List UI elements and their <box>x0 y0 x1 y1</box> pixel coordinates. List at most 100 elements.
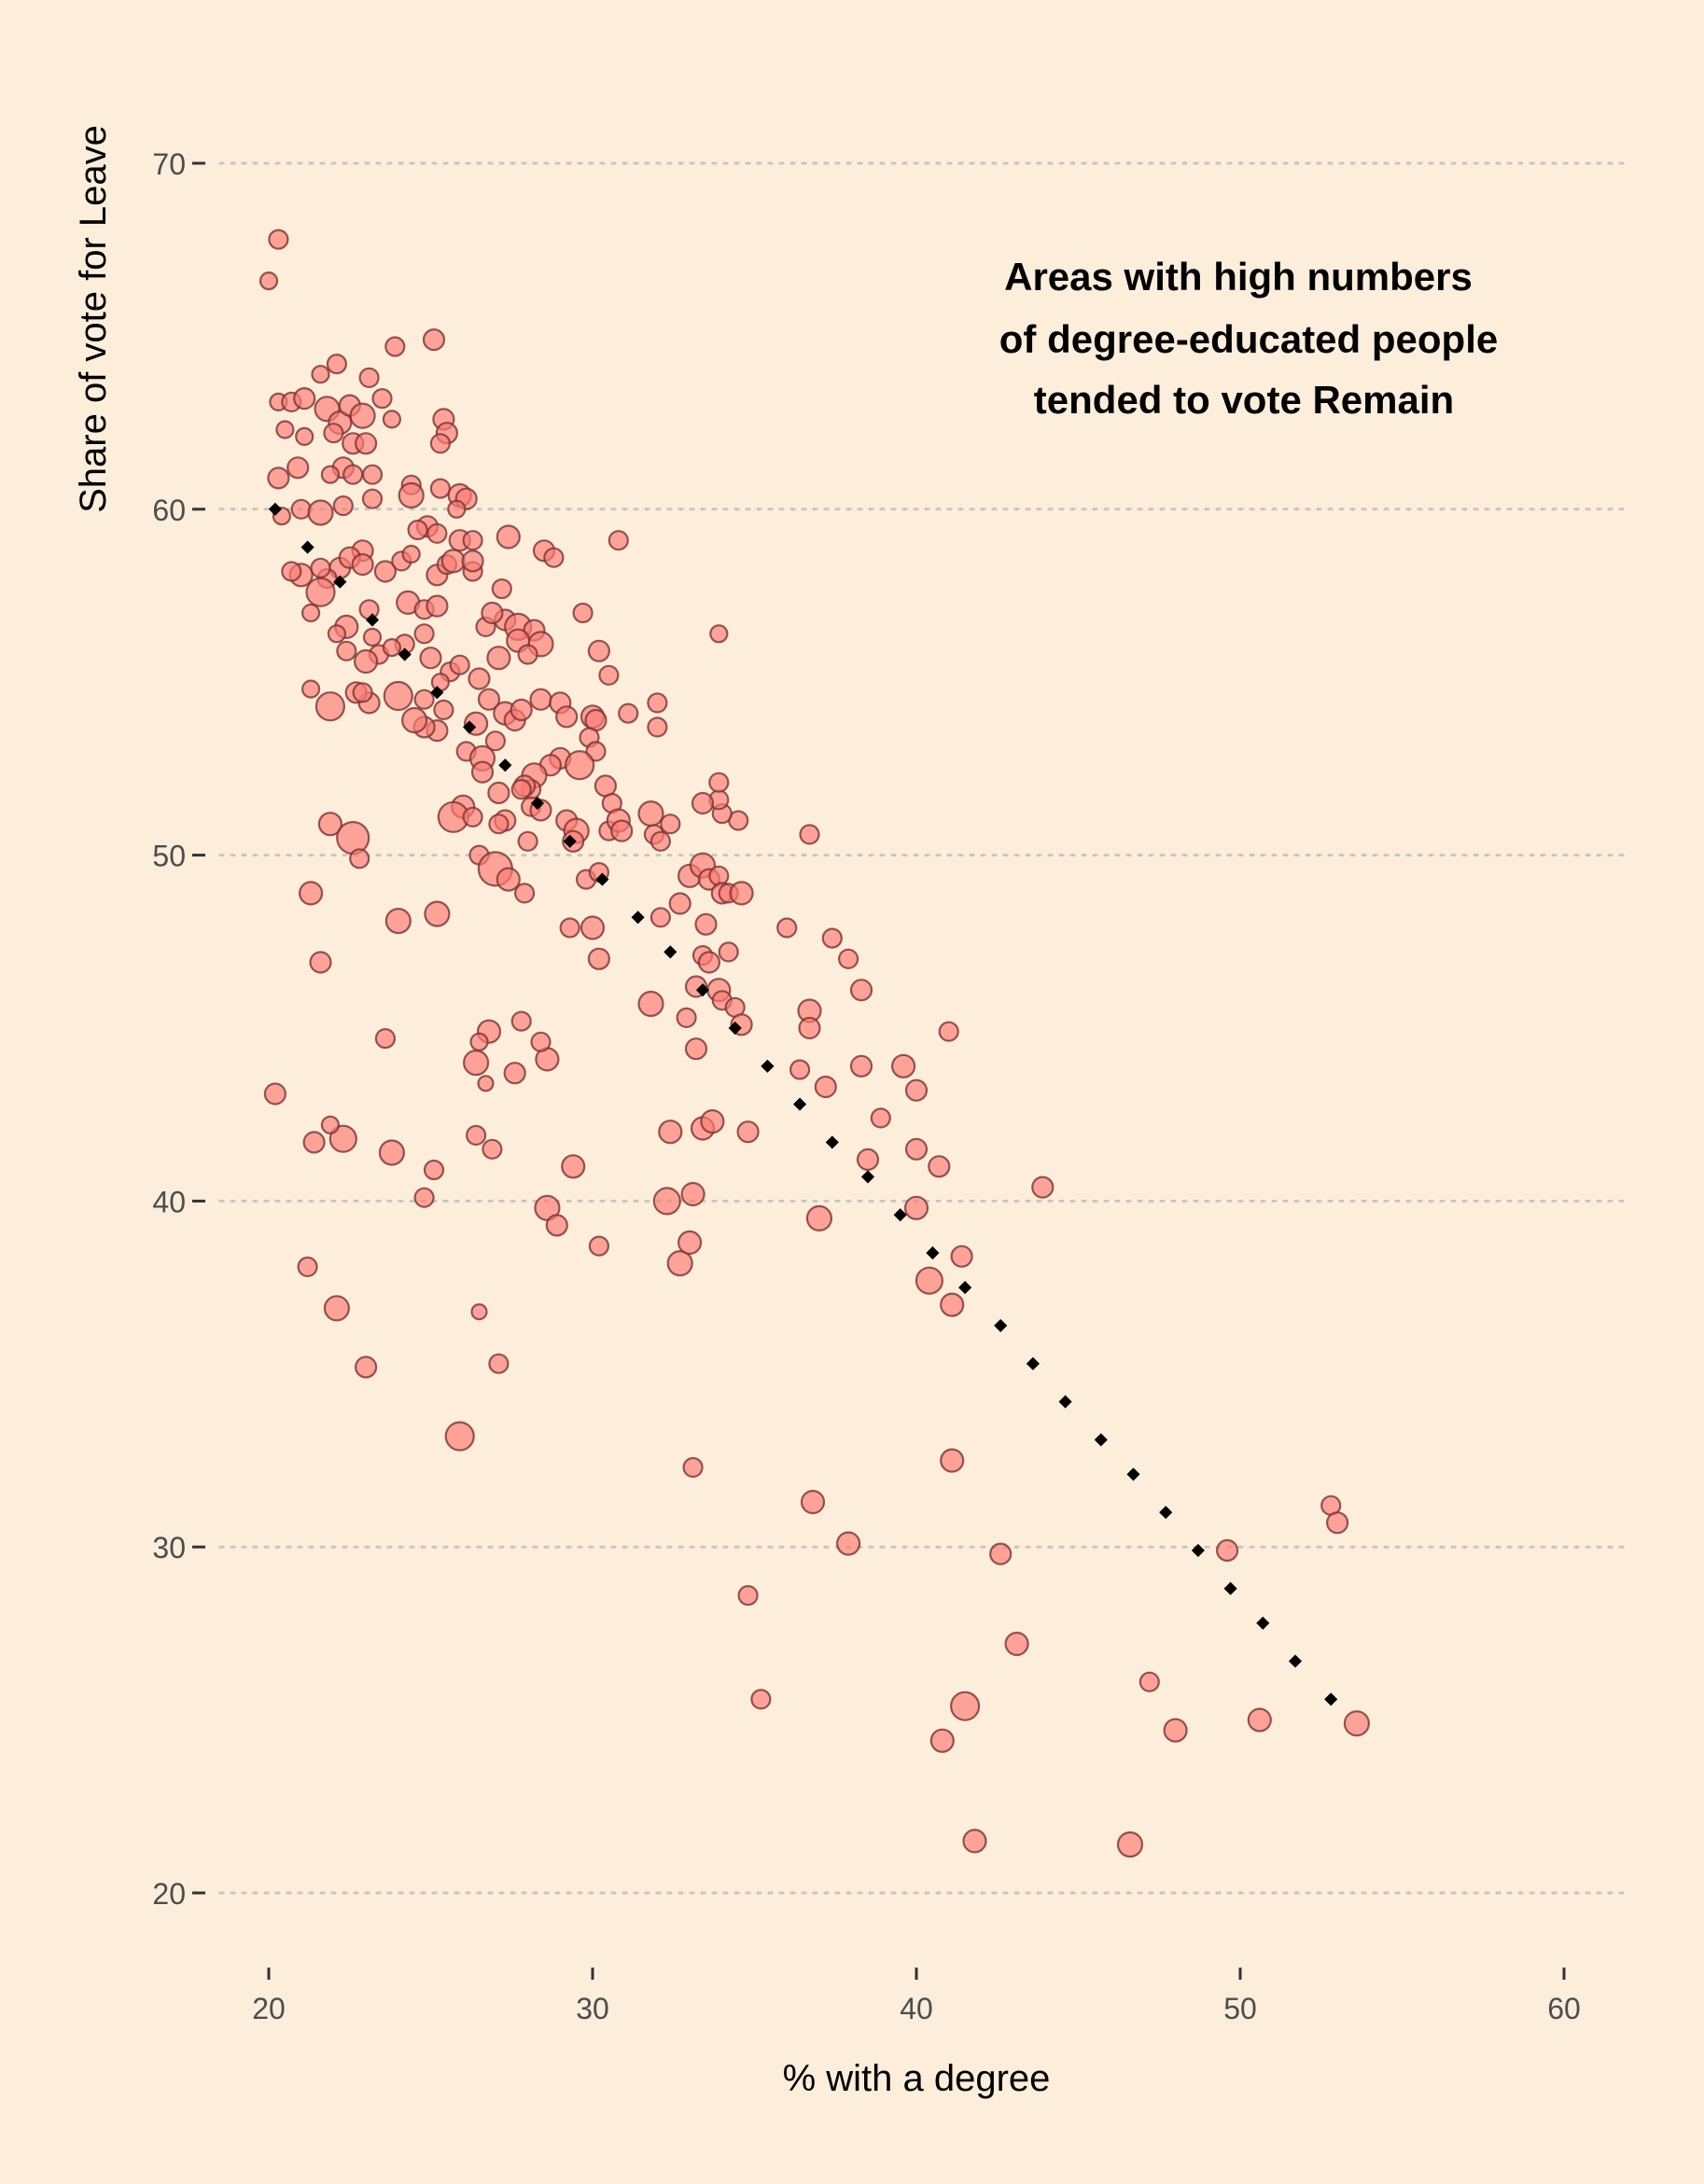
data-point <box>647 692 668 714</box>
trend-marker <box>430 686 444 700</box>
x-tick-label-60: 60 <box>1547 1992 1581 2025</box>
data-point <box>510 1010 532 1032</box>
data-point <box>949 1690 981 1721</box>
data-point <box>302 1131 326 1154</box>
data-point <box>496 867 521 892</box>
data-point <box>373 560 397 583</box>
data-point <box>354 648 379 675</box>
data-point <box>426 594 449 618</box>
data-point <box>382 637 401 658</box>
trend-marker <box>1288 1654 1303 1668</box>
data-point <box>708 865 730 886</box>
data-point <box>444 1421 475 1452</box>
trend-marker <box>728 1021 742 1036</box>
trend-marker <box>498 758 512 772</box>
data-point <box>413 1187 435 1208</box>
data-point <box>1116 1830 1144 1858</box>
data-point <box>484 730 507 752</box>
trend-marker <box>333 575 347 589</box>
data-point <box>559 917 580 939</box>
data-point <box>355 432 378 455</box>
data-point <box>529 688 552 711</box>
trend-marker <box>860 1170 875 1184</box>
data-point <box>821 927 843 949</box>
data-point <box>708 772 730 793</box>
data-point <box>317 812 342 837</box>
data-point <box>299 881 324 906</box>
data-point <box>462 806 483 828</box>
trend-marker <box>825 1135 839 1149</box>
data-point <box>301 603 321 623</box>
x-tick-label-20: 20 <box>252 1992 286 2025</box>
trend-line <box>268 502 1338 1706</box>
annotation-line-2: of degree-educated people <box>999 317 1498 361</box>
data-point <box>336 820 370 856</box>
data-point <box>700 1108 725 1134</box>
data-point <box>572 602 594 624</box>
data-point <box>938 1021 959 1042</box>
data-point <box>328 1124 357 1153</box>
data-point <box>697 951 721 974</box>
data-point <box>652 1187 681 1216</box>
data-point <box>351 552 374 577</box>
data-point <box>503 1062 526 1085</box>
data-point <box>610 819 634 842</box>
data-point <box>618 702 639 724</box>
data-point <box>805 1204 833 1232</box>
data-point <box>342 464 364 485</box>
data-point <box>293 387 316 410</box>
data-point <box>332 494 354 517</box>
data-point <box>962 1829 987 1854</box>
data-point <box>469 1032 489 1051</box>
data-point <box>323 1295 350 1322</box>
data-point <box>413 623 435 645</box>
data-point <box>647 716 668 738</box>
trend-marker <box>926 1245 940 1260</box>
data-point <box>362 627 383 647</box>
data-point <box>694 912 718 936</box>
y-tick-label-30: 30 <box>152 1531 186 1565</box>
data-point <box>800 1489 826 1515</box>
trend-marker <box>994 1318 1008 1332</box>
trend-marker <box>631 911 645 925</box>
annotation-line-1: Areas with high numbers <box>1004 255 1473 299</box>
data-point <box>297 1256 318 1278</box>
trend-marker <box>268 502 282 516</box>
data-point <box>305 577 336 607</box>
data-point <box>736 1120 760 1144</box>
data-point <box>361 488 384 509</box>
data-point <box>314 691 345 722</box>
data-point <box>750 1689 772 1710</box>
data-point <box>307 499 334 526</box>
data-point <box>668 892 691 915</box>
data-point <box>1215 1538 1239 1563</box>
trend-marker <box>398 647 412 661</box>
data-point <box>666 1249 693 1277</box>
x-tick-label-40: 40 <box>900 1992 933 2025</box>
data-point <box>461 549 484 573</box>
data-point <box>371 388 393 410</box>
data-point <box>814 1075 837 1099</box>
data-point <box>835 1531 861 1556</box>
data-point <box>555 705 579 729</box>
data-point <box>799 824 820 845</box>
data-point <box>384 336 406 357</box>
trend-marker <box>365 613 380 627</box>
data-point <box>1004 1631 1029 1657</box>
data-point <box>361 464 384 485</box>
data-points <box>258 229 1371 1858</box>
data-point <box>1343 1710 1371 1737</box>
data-point <box>890 1053 916 1078</box>
data-point <box>929 1728 955 1753</box>
data-point <box>776 917 798 939</box>
trend-marker <box>1191 1543 1205 1557</box>
data-point <box>378 1139 405 1166</box>
data-point <box>258 271 279 291</box>
data-point <box>311 365 330 384</box>
data-point <box>440 549 466 574</box>
y-tick-label-60: 60 <box>152 494 186 527</box>
data-point <box>691 791 715 815</box>
trend-marker <box>530 796 545 811</box>
trend-marker <box>563 834 577 848</box>
